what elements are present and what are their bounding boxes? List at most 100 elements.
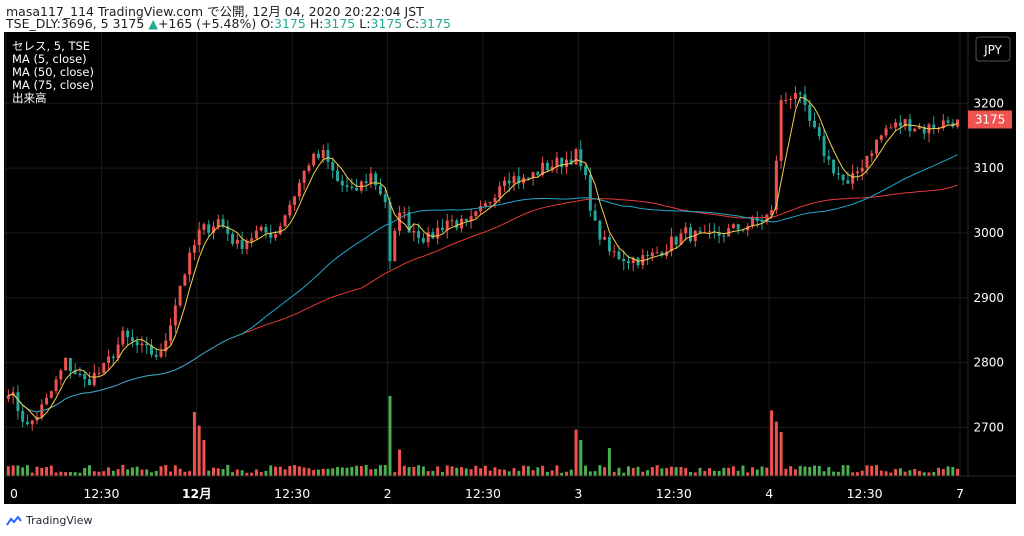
candle-body bbox=[264, 226, 268, 233]
price-tick-label: 3100 bbox=[973, 161, 1004, 175]
candle-body bbox=[803, 94, 807, 105]
volume-bar bbox=[522, 465, 526, 476]
candle-body bbox=[402, 212, 406, 214]
volume-bar bbox=[712, 470, 716, 476]
volume-bar bbox=[627, 466, 630, 476]
candle-body bbox=[817, 127, 821, 137]
candle-body bbox=[49, 391, 53, 398]
candle-body bbox=[64, 358, 68, 371]
volume-bar bbox=[331, 468, 335, 476]
time-axis[interactable]: 0 12:30 12月 12:30 2 12:30 3 12:30 4 12:30 7 bbox=[10, 486, 964, 501]
volume-bar bbox=[479, 468, 483, 476]
candle-body bbox=[45, 397, 49, 405]
volume-bar bbox=[336, 467, 339, 476]
candle-body bbox=[269, 232, 273, 238]
volume-bar bbox=[340, 467, 344, 476]
volume-bar bbox=[708, 468, 712, 476]
candle-body bbox=[646, 255, 650, 257]
candle-body bbox=[479, 206, 483, 212]
candle-body bbox=[6, 395, 10, 399]
tradingview-label: TradingView bbox=[26, 514, 93, 527]
candle-body bbox=[612, 251, 616, 253]
volume-bar bbox=[908, 470, 912, 476]
volume-bar bbox=[483, 465, 487, 476]
price-chart[interactable]: 2700 2800 2900 3000 3100 3200 0 12:30 12月 12:30 2… bbox=[4, 32, 1016, 504]
candle-body bbox=[536, 171, 540, 176]
candle-body bbox=[684, 227, 688, 234]
moving-averages bbox=[8, 96, 958, 420]
candle-body bbox=[207, 224, 211, 233]
candle-body bbox=[407, 212, 411, 233]
candle-body bbox=[793, 93, 797, 99]
candle-body bbox=[569, 159, 573, 165]
tradingview-logo-icon bbox=[6, 515, 22, 526]
candle-body bbox=[102, 363, 106, 373]
candle-body bbox=[293, 196, 297, 205]
candle-body bbox=[116, 344, 120, 359]
candle-body bbox=[631, 257, 635, 264]
tradingview-brand[interactable]: TradingView bbox=[6, 514, 92, 527]
volume-bar bbox=[264, 470, 268, 476]
volume-bar bbox=[87, 465, 91, 476]
candle-body bbox=[555, 157, 559, 167]
up-arrow-icon: ▲ bbox=[148, 16, 158, 31]
time-tick-label: 12月 bbox=[182, 486, 212, 501]
candle-body bbox=[83, 374, 87, 380]
volume-bar bbox=[517, 470, 521, 476]
price-axis[interactable]: 2700 2800 2900 3000 3100 3200 bbox=[973, 96, 1004, 434]
candle-body bbox=[445, 220, 449, 230]
volume-bar bbox=[588, 471, 592, 476]
volume-bar bbox=[359, 466, 363, 476]
volume-bar bbox=[884, 471, 888, 476]
candle-body bbox=[603, 237, 607, 240]
candle-body bbox=[751, 217, 754, 227]
candle-body bbox=[388, 202, 392, 262]
volume-bar bbox=[321, 468, 325, 476]
volume-bar bbox=[68, 471, 72, 476]
volume-bar bbox=[197, 425, 201, 476]
volume-bar bbox=[154, 470, 158, 476]
volume-bar bbox=[679, 466, 683, 476]
time-tick-label: 12:30 bbox=[83, 486, 119, 501]
candle-body bbox=[355, 187, 359, 191]
volume-bar bbox=[822, 471, 826, 476]
volume-bar bbox=[293, 465, 297, 476]
price-tick-label: 2700 bbox=[973, 420, 1004, 434]
volume-bar bbox=[250, 472, 254, 476]
currency-button-frame[interactable] bbox=[975, 36, 1011, 62]
candle-body bbox=[689, 227, 692, 242]
volume-bar bbox=[512, 468, 516, 476]
candle-body bbox=[188, 252, 192, 275]
volume-bar bbox=[669, 466, 673, 476]
volume-bar bbox=[507, 471, 511, 476]
candle-body bbox=[698, 230, 702, 233]
volume-bar bbox=[898, 468, 902, 476]
volume-bar bbox=[612, 471, 616, 476]
candle-body bbox=[655, 252, 659, 254]
candle-body bbox=[111, 356, 115, 359]
candle-body bbox=[836, 173, 840, 175]
volume-bar bbox=[302, 467, 306, 476]
candle-body bbox=[231, 234, 235, 244]
volume-bar bbox=[789, 466, 793, 476]
volume-bar bbox=[169, 471, 173, 476]
volume-bar bbox=[555, 465, 559, 476]
volume-bar bbox=[383, 464, 387, 476]
volume-bar bbox=[6, 466, 10, 476]
candle-body bbox=[226, 226, 230, 235]
time-tick-label: 12:30 bbox=[465, 486, 501, 501]
last-price-badge: 3175 bbox=[968, 110, 1012, 129]
candle-body bbox=[73, 371, 77, 375]
candle-body bbox=[860, 167, 864, 172]
volume-bar bbox=[221, 468, 225, 476]
volume-bar bbox=[378, 465, 382, 476]
volume-bar bbox=[755, 469, 759, 476]
volume-bar bbox=[951, 466, 955, 476]
volume-bar bbox=[278, 466, 282, 476]
candle-body bbox=[574, 149, 578, 165]
currency-button[interactable]: JPY bbox=[975, 36, 1011, 62]
candle-body bbox=[736, 224, 740, 230]
chart-area[interactable]: 2700 2800 2900 3000 3100 3200 0 12:30 12月 12:30 2… bbox=[4, 32, 1016, 504]
currency-label[interactable]: JPY bbox=[983, 43, 1003, 57]
candle-body bbox=[827, 156, 831, 160]
